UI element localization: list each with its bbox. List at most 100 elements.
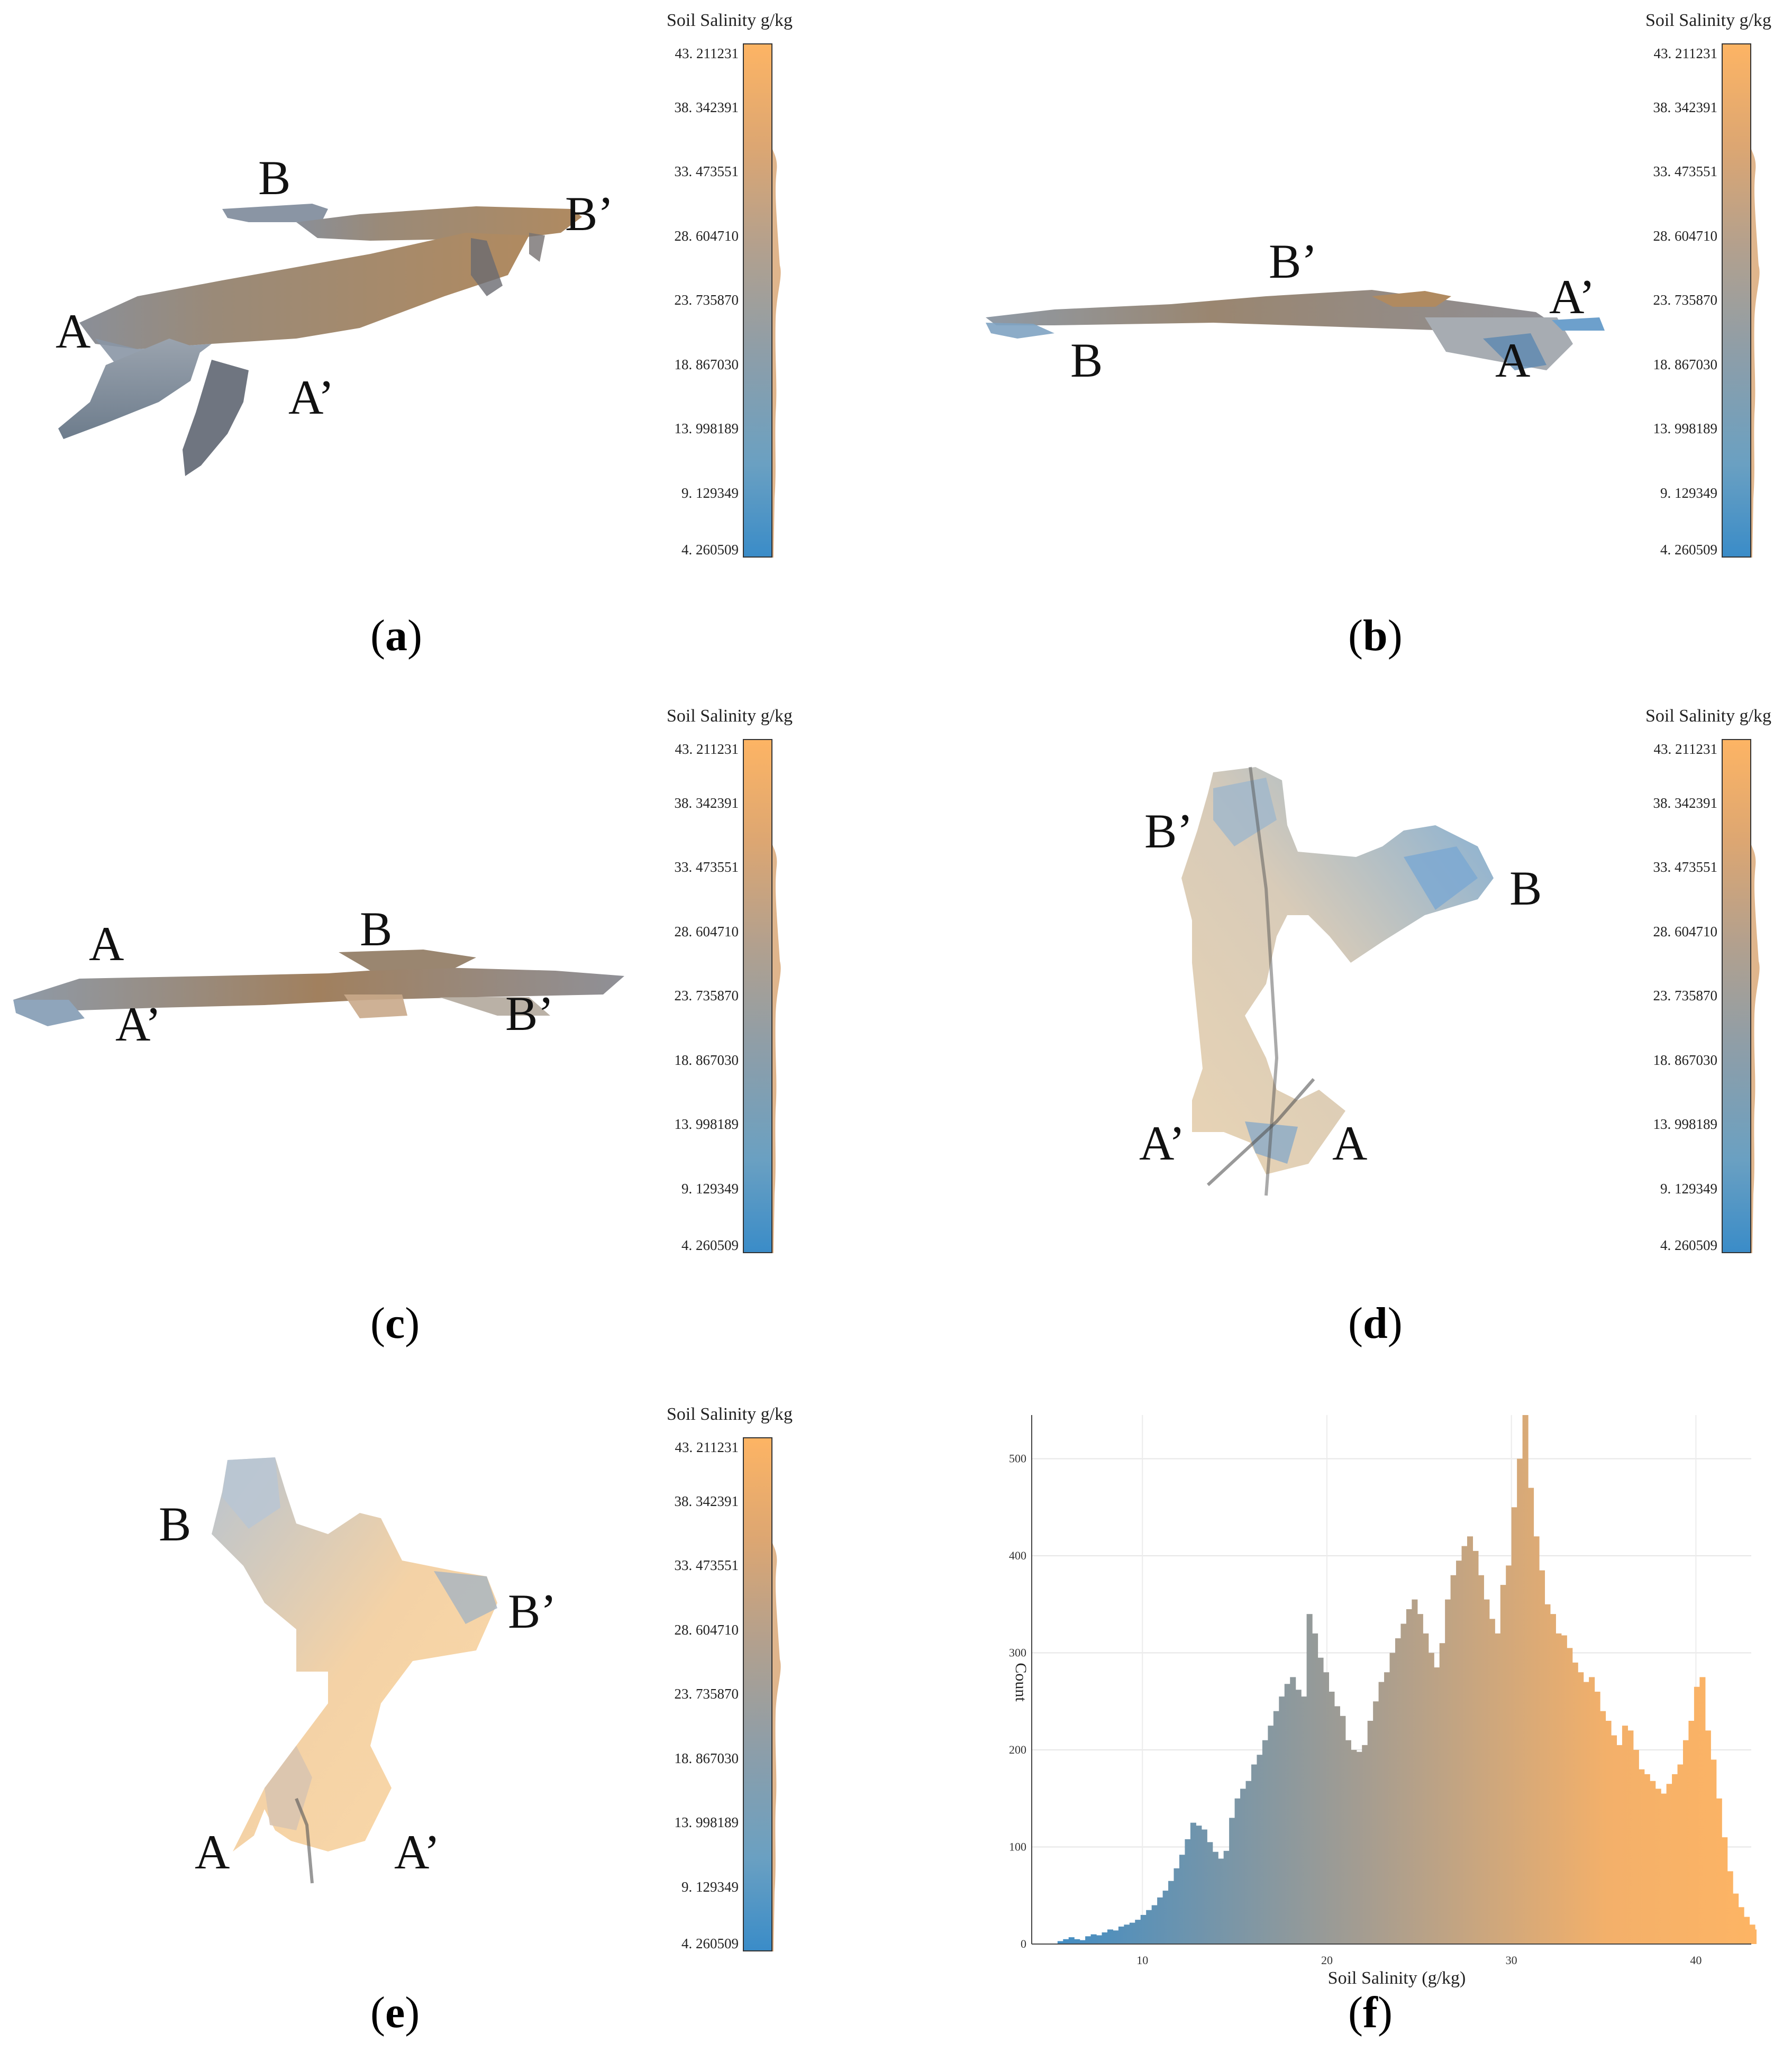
histogram-bar <box>1583 1682 1589 1944</box>
histogram-bar <box>1113 1930 1119 1944</box>
colorbar-tick-label: 9. 129349 <box>1660 1180 1717 1197</box>
panel-c-caption: (c) <box>370 1299 420 1348</box>
histogram-bar <box>1400 1623 1407 1944</box>
histogram-bar <box>1578 1672 1584 1944</box>
colorbar-tick-label: 4. 260509 <box>1660 542 1717 558</box>
histogram-bar <box>1556 1633 1562 1944</box>
histogram-bar <box>1068 1937 1075 1944</box>
histogram-bar <box>1157 1897 1163 1944</box>
panel-b-label-3: A <box>1495 333 1531 387</box>
histogram-bar <box>1539 1570 1545 1944</box>
colorbar-tick-label: 4. 260509 <box>681 1237 739 1253</box>
histogram-bar <box>1423 1633 1429 1944</box>
colorbar-tick-label: 33. 473551 <box>674 163 739 179</box>
histogram-bar <box>1428 1653 1434 1944</box>
colorbar-tick-label: 28. 604710 <box>674 923 739 939</box>
colorbar-tick-label: 18. 867030 <box>674 1052 739 1068</box>
colorbar-tick-label: 9. 129349 <box>681 1180 739 1197</box>
histogram-bar <box>1633 1750 1639 1944</box>
histogram-bar <box>1511 1507 1517 1944</box>
histogram-bar <box>1273 1711 1279 1944</box>
panel-a-label-4: B’ <box>565 187 614 241</box>
panel-d-label-3: A’ <box>1139 1116 1185 1170</box>
colorbar-tick-label: 23. 735870 <box>674 1686 739 1702</box>
colorbar-tick-label: 23. 735870 <box>1653 988 1718 1003</box>
histogram-bar <box>1146 1910 1152 1944</box>
colorbar-gradient <box>1722 43 1751 558</box>
panel-c-label-2: A’ <box>115 997 161 1051</box>
histogram-bar <box>1079 1940 1086 1944</box>
histogram-bar <box>1384 1672 1390 1944</box>
panel-d: B’ B A’ A (d) <box>896 688 1792 1375</box>
colorbar-a: Soil Salinity g/kg 43. 211231 38. 342391 33… <box>656 11 809 561</box>
colorbar-title: Soil Salinity g/kg <box>667 11 793 30</box>
panel-e-label-1: B <box>159 1497 192 1551</box>
colorbar-tick-label: 13. 998189 <box>1653 1116 1718 1132</box>
colorbar-distribution-curve <box>1751 43 1760 558</box>
y-tick-label: 400 <box>1009 1549 1026 1562</box>
histogram-bar <box>1257 1755 1263 1944</box>
histogram-bar <box>1754 1929 1757 1944</box>
histogram-bar <box>1711 1759 1717 1944</box>
histogram-xlabel: Soil Salinity (g/kg) <box>1328 1968 1466 1988</box>
panel-c-3d-render <box>13 950 624 1026</box>
histogram-bar <box>1074 1939 1080 1944</box>
histogram-bar <box>1179 1855 1186 1944</box>
histogram-bar <box>1140 1914 1147 1944</box>
colorbar-e: Soil Salinity g/kg 43. 211231 38. 342391 33… <box>656 1404 809 1955</box>
colorbar-gradient <box>1722 739 1751 1253</box>
histogram-bar <box>1190 1822 1196 1944</box>
colorbar-tick-label: 9. 129349 <box>681 485 739 501</box>
colorbar-tick-label: 43. 211231 <box>1653 45 1718 61</box>
colorbar-tick-label: 33. 473551 <box>674 859 739 875</box>
colorbar-tick-label: 23. 735870 <box>674 988 739 1003</box>
histogram-bar <box>1722 1837 1728 1944</box>
histogram-bar <box>1118 1926 1124 1944</box>
histogram-bar <box>1207 1842 1213 1944</box>
panel-b-caption: (b) <box>1348 611 1403 660</box>
colorbar-tick-label: 9. 129349 <box>681 1878 739 1895</box>
histogram-bar <box>1644 1774 1650 1944</box>
histogram-bar <box>1196 1826 1202 1944</box>
panel-a: A A’ B B’ (a) <box>0 0 896 688</box>
histogram-bar <box>1544 1604 1551 1944</box>
histogram-bar <box>1212 1851 1218 1944</box>
histogram-bar <box>1522 1415 1529 1944</box>
histogram-bar <box>1672 1774 1678 1944</box>
histogram-bar <box>1057 1941 1063 1944</box>
histogram-bar <box>1279 1696 1285 1944</box>
histogram-bar <box>1124 1924 1130 1944</box>
histogram-bar <box>1234 1798 1241 1944</box>
panel-a-label-3: B <box>258 151 291 205</box>
histogram-bar <box>1312 1633 1318 1944</box>
colorbar-b: Soil Salinity g/kg 43. 211231 38. 342391 33… <box>1635 11 1788 561</box>
histogram-bar <box>1351 1750 1357 1944</box>
histogram-bar <box>1744 1917 1750 1944</box>
colorbar-tick-label: 9. 129349 <box>1660 485 1717 501</box>
colorbar-title: Soil Salinity g/kg <box>667 706 793 726</box>
histogram-bar <box>1168 1881 1175 1944</box>
colorbar-tick-label: 43. 211231 <box>675 45 739 61</box>
panel-a-label-1: A <box>56 304 91 358</box>
histogram-bar <box>1245 1781 1252 1944</box>
histogram-bar <box>1600 1711 1606 1944</box>
panel-d-label-2: B <box>1509 861 1542 915</box>
histogram-bar <box>1096 1935 1103 1944</box>
histogram-ylabel: Count <box>1012 1663 1030 1702</box>
colorbar-d: Soil Salinity g/kg 43. 211231 38. 342391 33… <box>1635 706 1788 1256</box>
histogram-bar <box>1162 1891 1169 1944</box>
histogram-bar <box>1705 1730 1711 1944</box>
histogram-bar <box>1749 1924 1755 1944</box>
colorbar-tick-label: 28. 604710 <box>674 227 739 244</box>
colorbar-tick-label: 38. 342391 <box>1653 795 1718 811</box>
histogram-bar <box>1682 1740 1689 1944</box>
colorbar-tick-label: 13. 998189 <box>674 1814 739 1830</box>
panel-e-label-2: B’ <box>508 1584 557 1638</box>
histogram-bar <box>1500 1585 1506 1944</box>
histogram-bar <box>1694 1686 1700 1944</box>
colorbar-distribution-curve <box>772 1437 781 1951</box>
histogram-bar <box>1284 1684 1290 1944</box>
histogram-bar <box>1412 1599 1418 1944</box>
histogram-bar <box>1439 1643 1445 1944</box>
panel-a-3d-render <box>58 204 582 476</box>
